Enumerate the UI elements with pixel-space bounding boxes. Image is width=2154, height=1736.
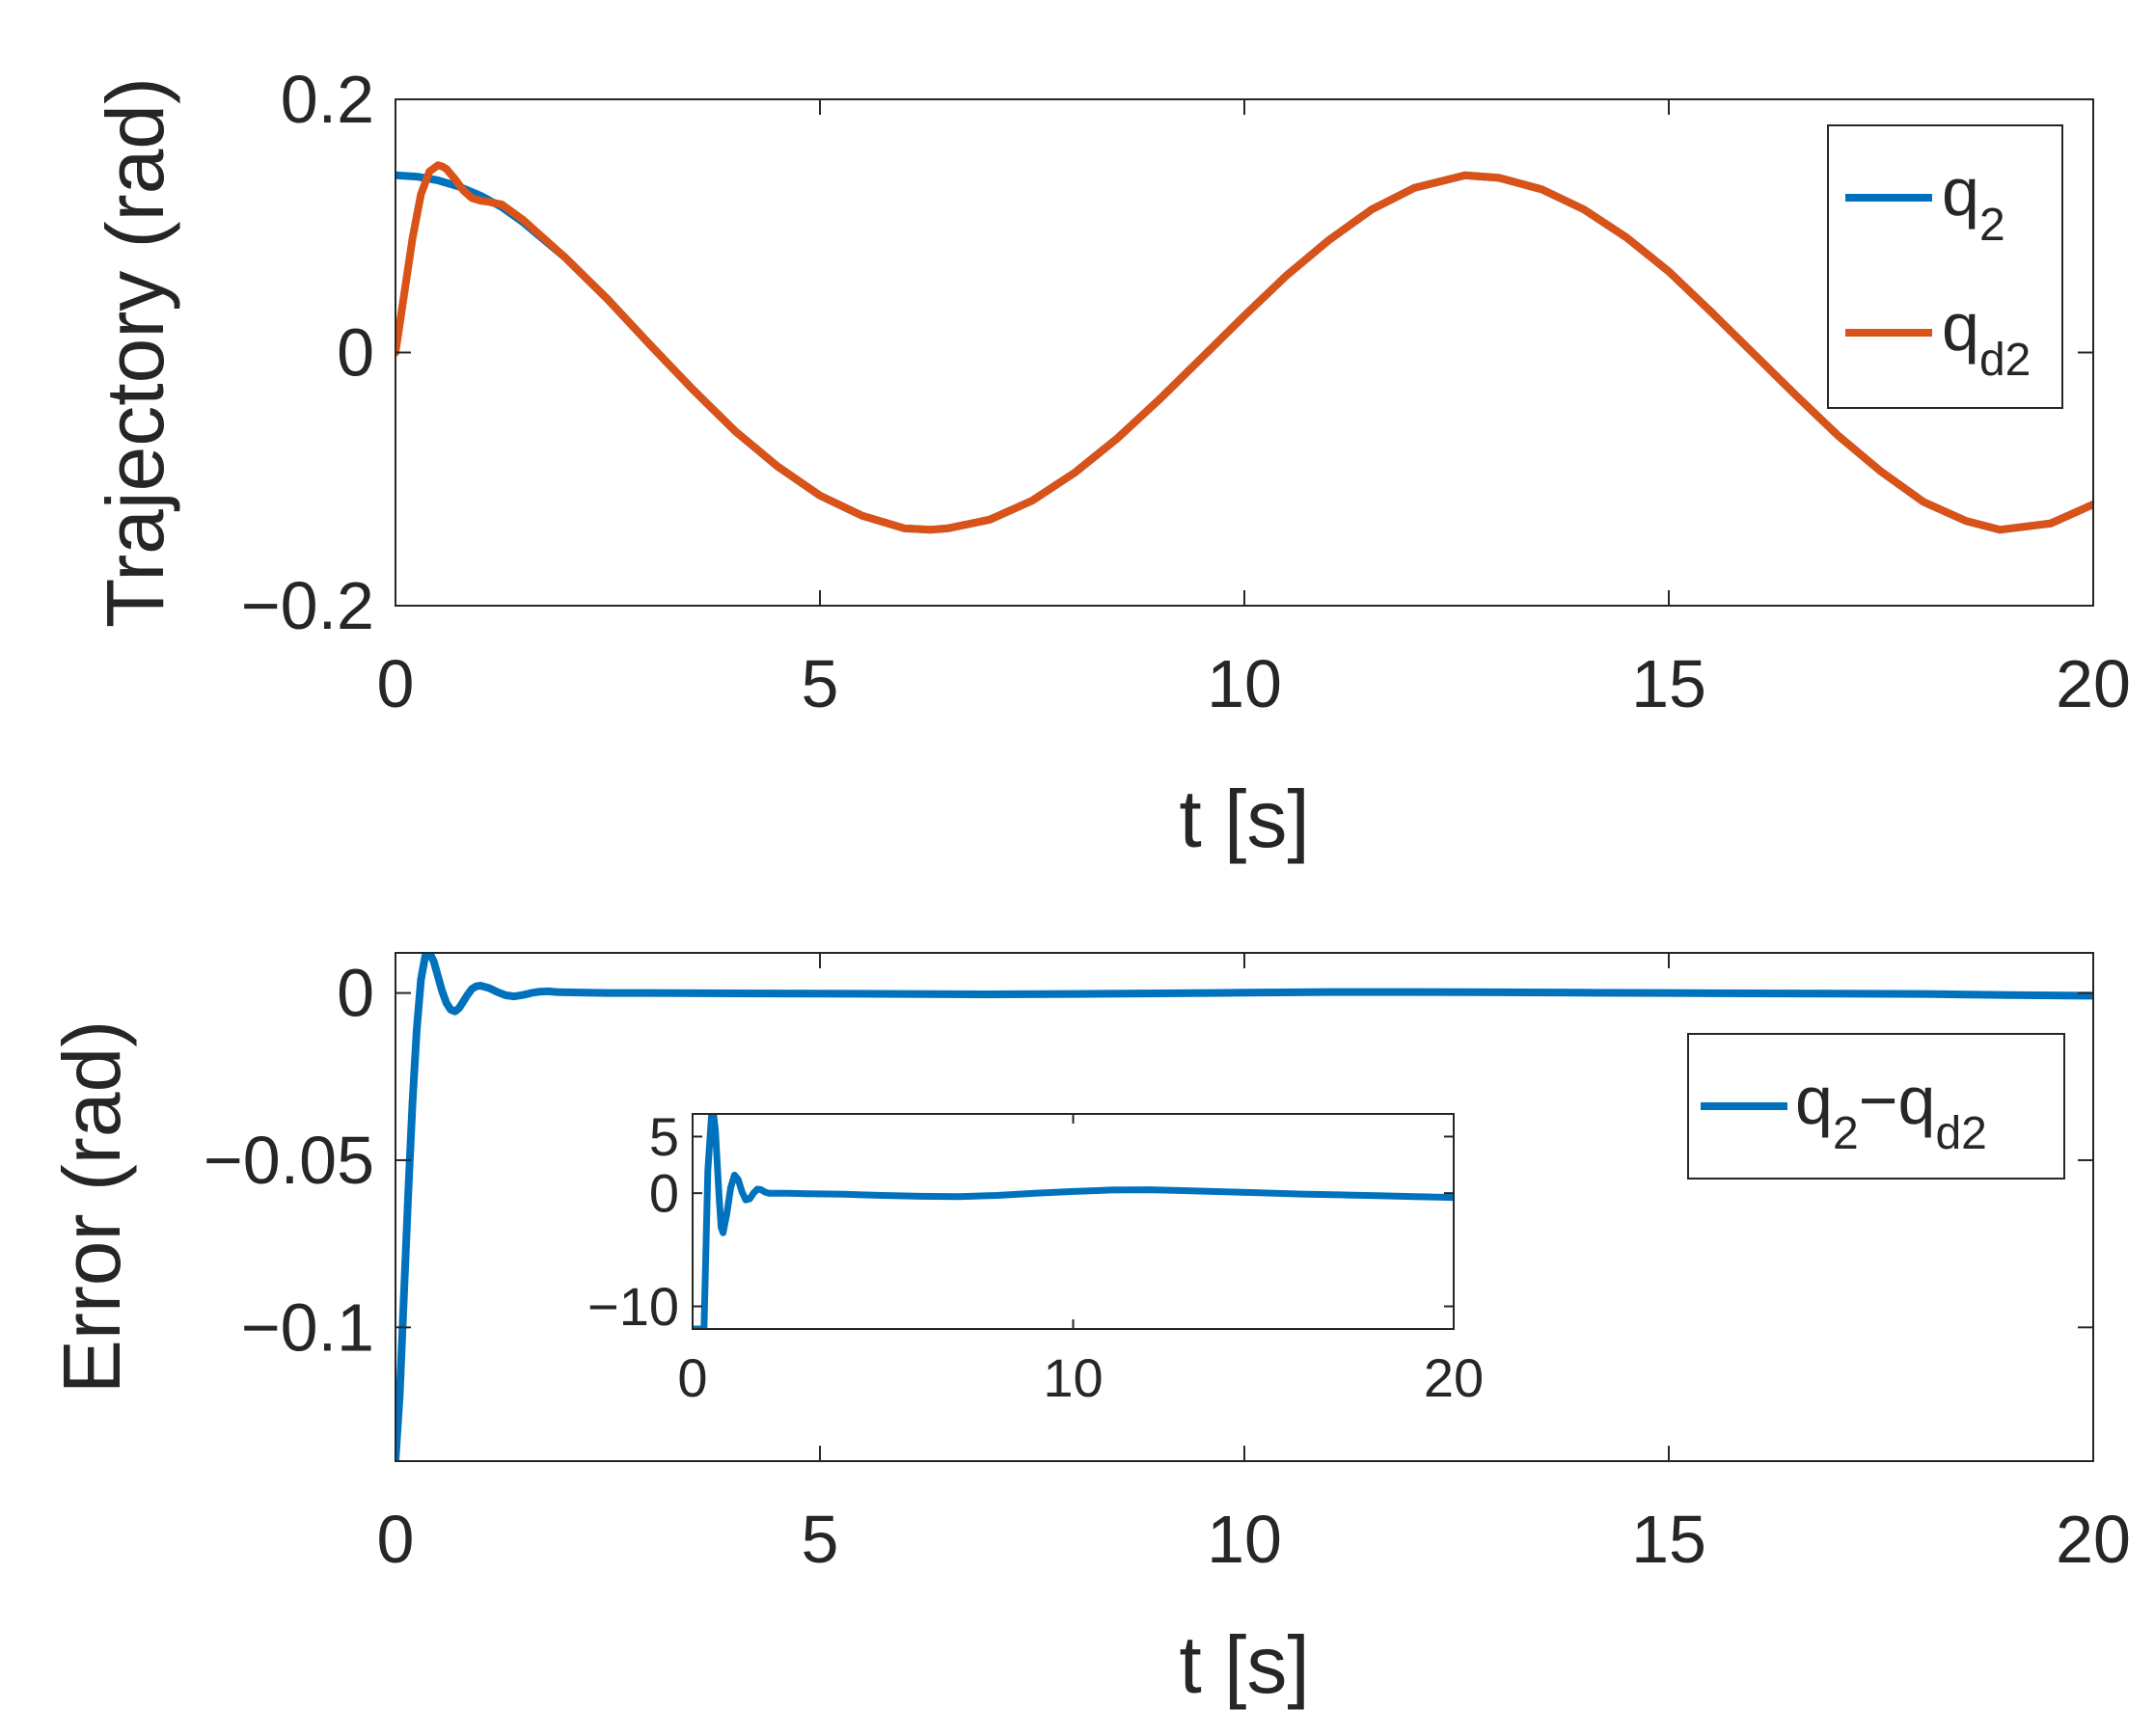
series-line-trajectory-1 (395, 161, 2093, 534)
series-line-error-inset-0 (693, 1114, 1454, 1329)
x-tick-label: 15 (1631, 646, 1706, 721)
x-tick-label: 10 (1207, 646, 1282, 721)
x-tick-label: 15 (1631, 1502, 1706, 1577)
x-tick-label: 20 (2056, 1502, 2131, 1577)
y-axis-label: Error (rad) (46, 1020, 137, 1394)
series-line-error-0 (395, 953, 2093, 1461)
legend-error: q2−qd2 (1687, 1033, 2065, 1180)
legend-box (1827, 124, 2063, 409)
x-axis-label: t [s] (1179, 773, 1309, 864)
plot-area-trajectory (395, 99, 2093, 606)
x-tick-label: 0 (377, 1502, 415, 1577)
x-tick-label: 10 (1207, 1502, 1282, 1577)
y-tick-label: 0 (337, 956, 374, 1031)
chart-trajectory: 0 5 10 15 20−0.200.2t [s]Trajectory (rad) (90, 62, 2131, 864)
y-tick-label: −0.05 (204, 1123, 374, 1198)
y-axis-label: Trajectory (rad) (90, 77, 180, 628)
legend-label-error: q2−qd2 (1795, 1063, 1987, 1159)
x-tick-label: 5 (802, 1502, 839, 1577)
x-tick-label: 5 (802, 646, 839, 721)
y-tick-label: −0.2 (241, 568, 374, 643)
x-tick-label: 10 (1043, 1347, 1103, 1408)
x-tick-label: 20 (2056, 646, 2131, 721)
y-tick-label: −0.1 (241, 1289, 374, 1365)
y-tick-label: 5 (649, 1106, 679, 1167)
x-tick-label: 0 (677, 1347, 707, 1408)
y-tick-label: 0.2 (281, 62, 374, 137)
x-axis-label: t [s] (1179, 1619, 1309, 1710)
y-tick-label: −10 (587, 1276, 679, 1337)
y-tick-label: 0 (649, 1163, 679, 1224)
x-tick-label: 0 (377, 646, 415, 721)
legend-label-qd2: qd2 (1942, 289, 2031, 386)
y-tick-label: 0 (337, 315, 374, 391)
x-tick-label: 20 (1424, 1347, 1484, 1408)
legend-label-q2: q2 (1942, 154, 2005, 251)
plot-area-error-inset (693, 1114, 1454, 1329)
